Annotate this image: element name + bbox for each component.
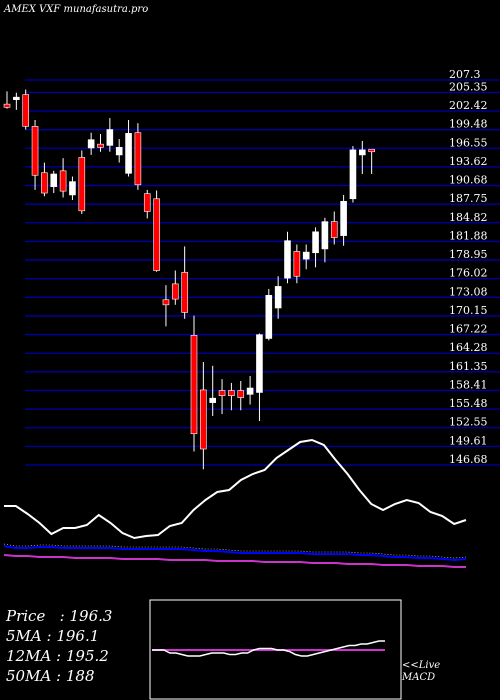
candle-body [87,139,95,149]
candle-body [59,170,67,192]
y-tick-label: 178.95 [449,248,488,261]
macd-line [152,640,385,657]
price-row: Price : 196.3 [6,606,112,626]
y-tick-label: 146.68 [449,453,488,466]
y-tick-label: 187.75 [449,192,488,205]
y-tick-label: 202.42 [449,99,488,112]
y-tick-label: 184.82 [449,211,488,224]
y-tick-label: 152.55 [449,416,488,429]
oscillator-line [4,438,467,540]
y-tick-label: 161.35 [449,360,488,373]
y-tick-label: 170.15 [449,304,488,317]
y-tick-label: 181.88 [449,229,488,242]
y-tick-label: 207.3 [449,68,481,81]
y-tick-label: 158.41 [449,379,488,392]
candle-body [358,149,366,156]
ma50-value: 188 [65,667,95,685]
candle-body [78,157,86,212]
candle-body [349,149,357,200]
candle-body [50,173,58,187]
candle-body [321,221,329,250]
y-tick-label: 149.61 [449,434,488,447]
y-tick-label: 199.48 [449,118,488,131]
candle-body [340,201,347,236]
price-label: Price : [6,607,65,625]
y-tick-label: 155.48 [449,397,488,410]
macd-label: MACD [402,672,436,683]
ma5-label: 5MA : [6,627,52,645]
ma50-label: 50MA : [6,667,62,685]
live-link[interactable]: <<Live [402,660,441,671]
candle-body [153,198,160,271]
ma-dotted-line [3,543,467,559]
candle-body [312,231,319,254]
candle-body [41,172,48,194]
candle-body [209,397,216,403]
ma5-row: 5MA : 196.1 [6,626,112,646]
candle-body [143,193,151,212]
ma50-row: 50MA : 188 [6,666,112,686]
candle-body [31,126,39,176]
candle-body [115,147,123,156]
candle-body [190,335,198,435]
y-tick-label: 196.55 [449,136,488,149]
ma12-value: 195.2 [65,647,109,665]
y-tick-label: 176.02 [449,267,488,280]
live-macd-label[interactable]: <<Live MACD [402,660,440,684]
candle-body [274,286,282,309]
y-tick-label: 190.68 [449,174,488,187]
candle-body [22,94,30,127]
y-tick-label: 164.28 [449,341,488,354]
candle-body [284,240,291,279]
candle-body [293,251,301,277]
ma5-value: 196.1 [56,627,100,645]
candle-body [13,96,20,100]
candle-body [330,221,338,238]
price-value: 196.3 [69,607,113,625]
candle-body [237,390,245,398]
candle-body [218,390,226,396]
candle-body [69,181,76,196]
ma-short-line [3,545,467,562]
candle-body [134,132,142,186]
candle-body [181,272,188,313]
candle-body [125,133,132,174]
candle-body [162,299,170,306]
candle-body [3,103,11,108]
candle-body [200,389,207,450]
candle-body [256,334,263,393]
y-tick-label: 167.22 [449,323,488,336]
y-tick-label: 173.08 [449,285,488,298]
ma12-row: 12MA : 195.2 [6,646,112,666]
candle-body [172,283,179,300]
candle-body [97,143,104,148]
candle-body [302,251,310,260]
candle-body [106,129,114,146]
y-tick-label: 193.62 [449,155,488,168]
y-tick-label: 205.35 [449,80,488,93]
ma-long-line [3,554,466,568]
stats-panel: Price : 196.3 5MA : 196.1 12MA : 195.2 5… [6,606,112,686]
ma12-label: 12MA : [6,647,62,665]
chart-title: AMEX VXF munafasutra.pro [4,4,149,15]
candle-body [265,295,273,339]
candle-body [368,148,375,153]
candle-body [228,390,235,396]
candle-body [246,387,254,395]
